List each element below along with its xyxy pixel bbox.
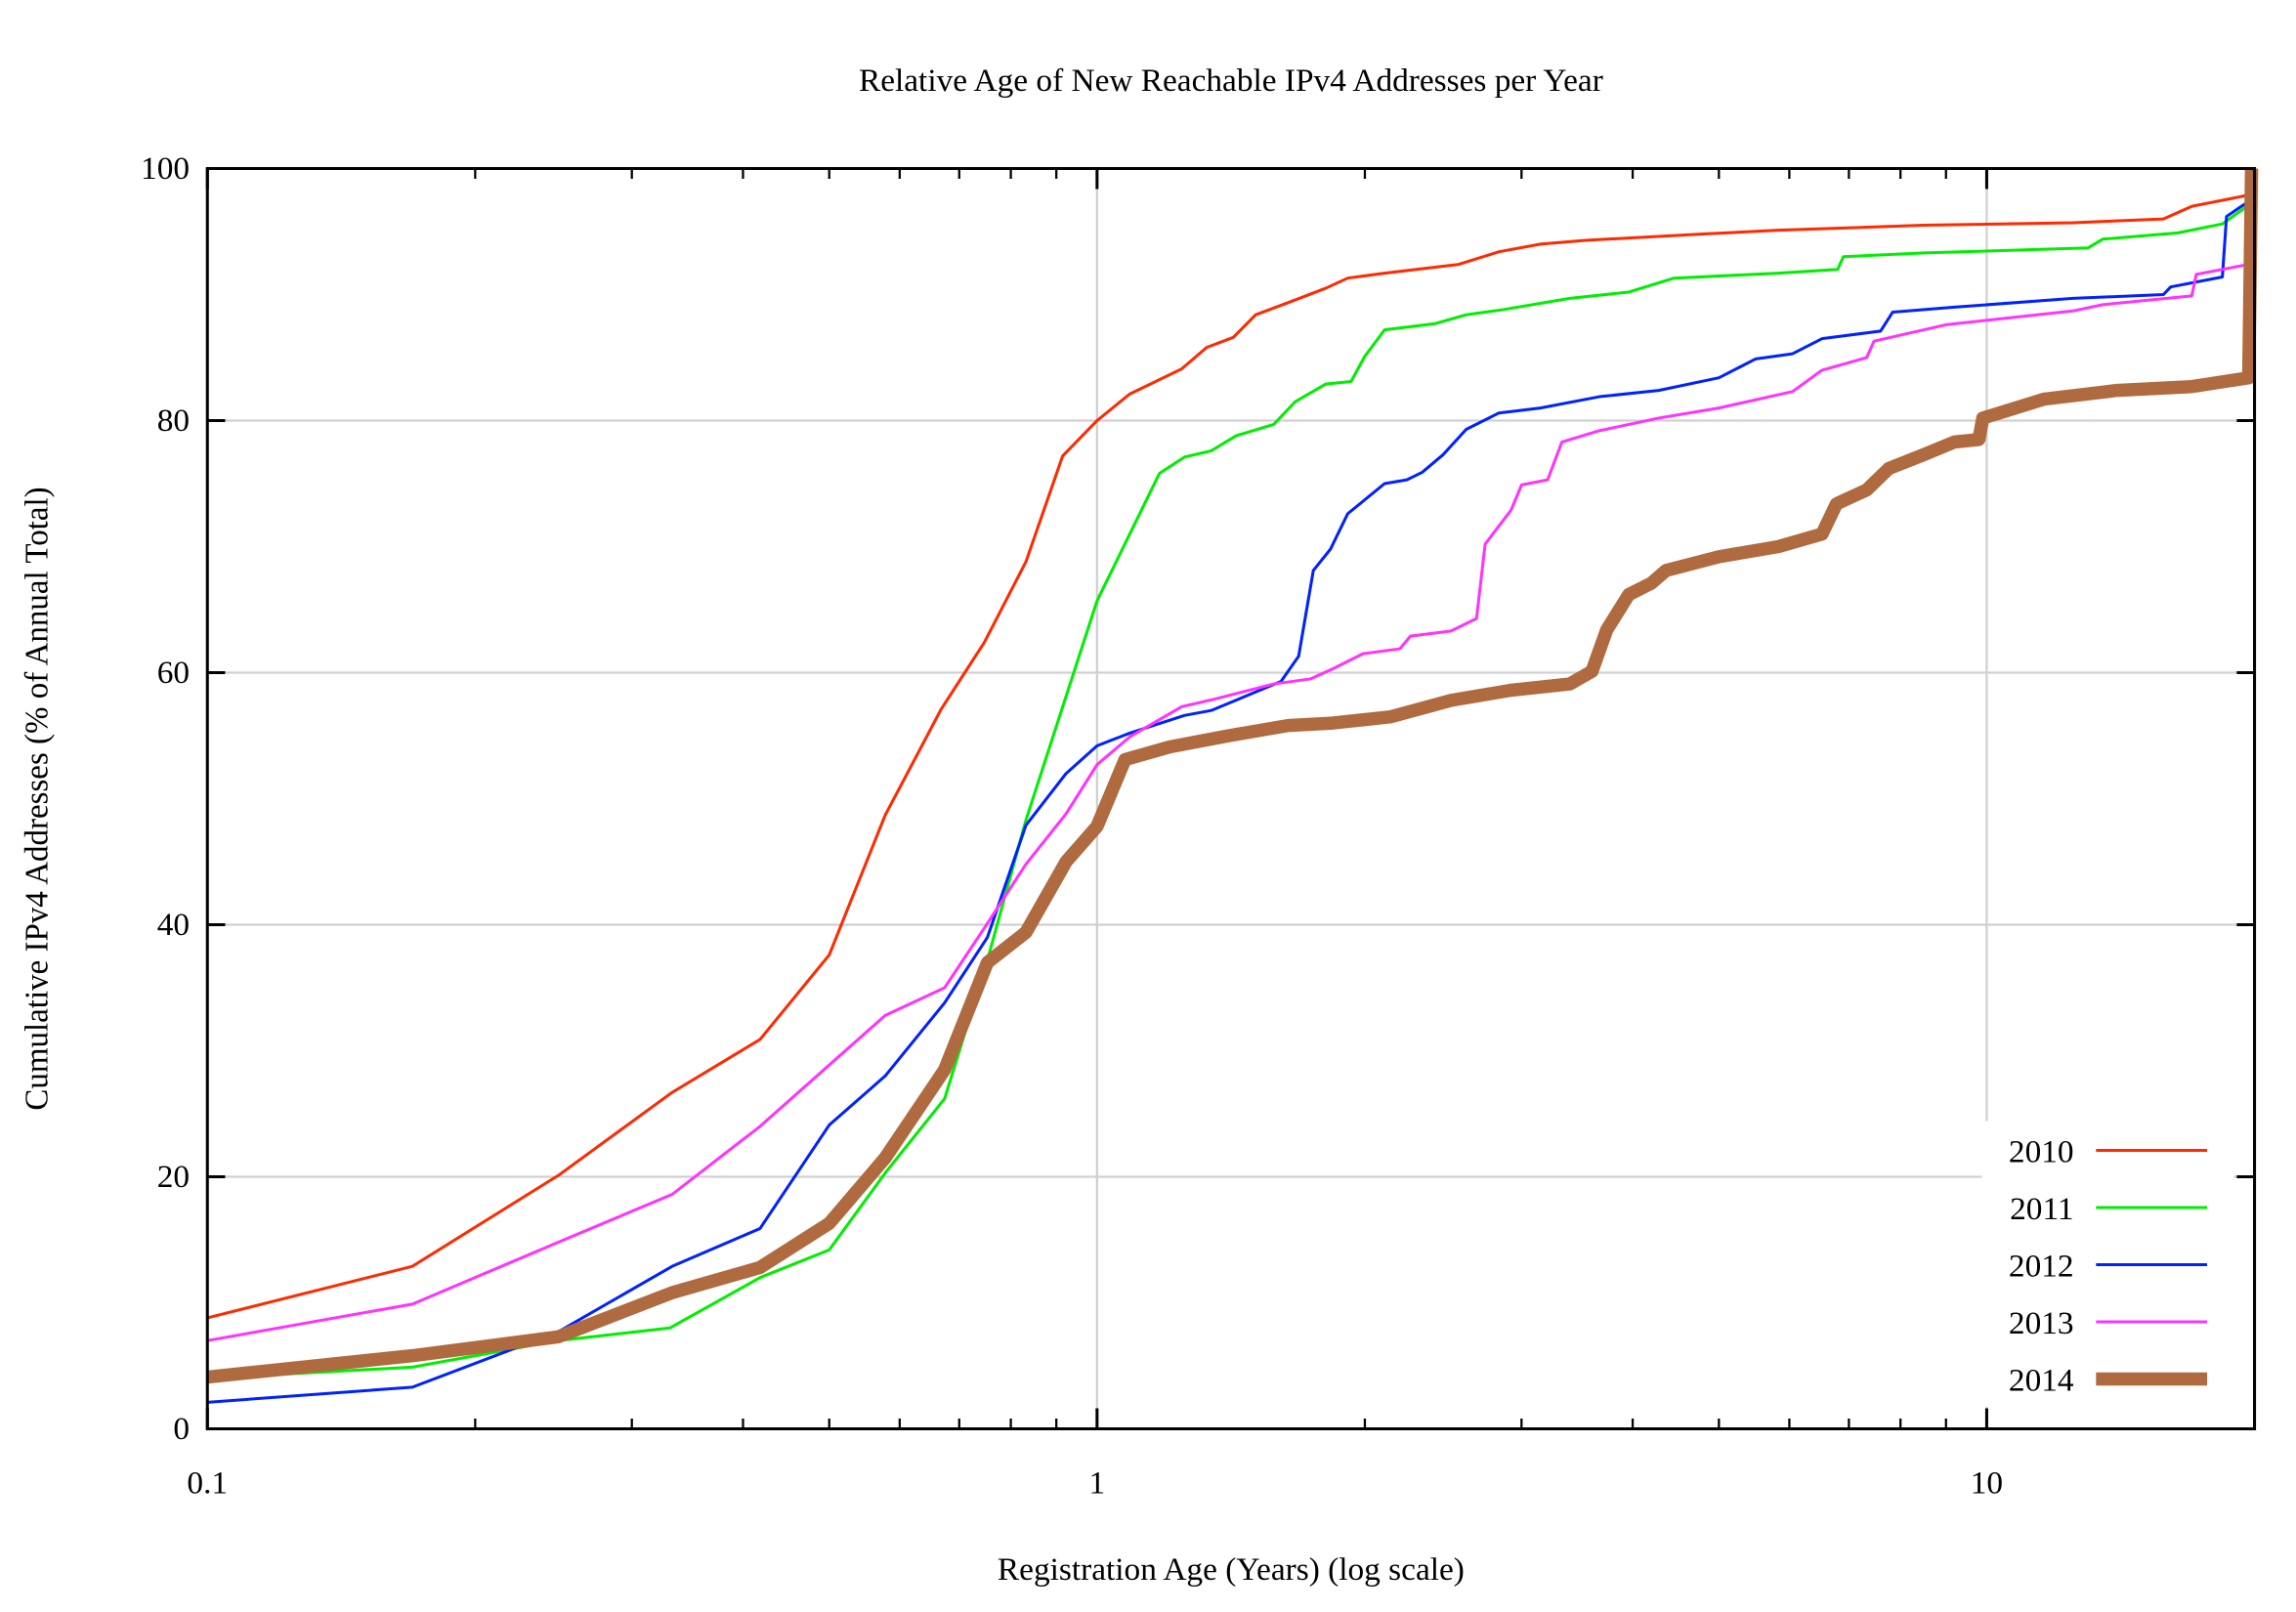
y-tick-label: 80 [157, 403, 190, 439]
series-lines [206, 168, 2259, 1404]
y-tick-label: 20 [157, 1159, 190, 1195]
legend-label: 2013 [2009, 1305, 2074, 1341]
x-axis-label: Registration Age (Years) (log scale) [998, 1551, 1465, 1588]
legend: 2010 2011 2012 2013 2014 [1981, 1121, 2234, 1407]
y-tick-label: 60 [157, 655, 190, 691]
x-tick-label: 10 [1971, 1465, 2003, 1502]
chart-title: Relative Age of New Reachable IPv4 Addre… [859, 63, 1603, 99]
series-line-2012 [207, 168, 2257, 1404]
legend-label: 2010 [2009, 1134, 2074, 1170]
axis-ticks: 0 20 40 60 80 100 0.1 1 10 [141, 150, 2255, 1502]
y-axis-label: Cumulative IPv4 Addresses (% of Annual T… [19, 487, 55, 1110]
y-tick-label: 100 [141, 150, 190, 187]
series-line-2013 [206, 168, 2257, 1342]
series-line-2014 [206, 168, 2259, 1384]
y-tick-label: 40 [157, 907, 190, 943]
grid [207, 168, 2255, 1429]
legend-label: 2012 [2009, 1249, 2074, 1285]
y-tick-label: 0 [173, 1411, 190, 1447]
series-line-2010 [206, 168, 2257, 1320]
x-tick-label: 1 [1089, 1465, 1106, 1502]
series-line-2011 [207, 168, 2257, 1380]
legend-label: 2011 [2010, 1191, 2073, 1227]
x-tick-label: 0.1 [187, 1465, 228, 1502]
legend-label: 2014 [2009, 1363, 2074, 1399]
plot-frame [205, 167, 2257, 1430]
